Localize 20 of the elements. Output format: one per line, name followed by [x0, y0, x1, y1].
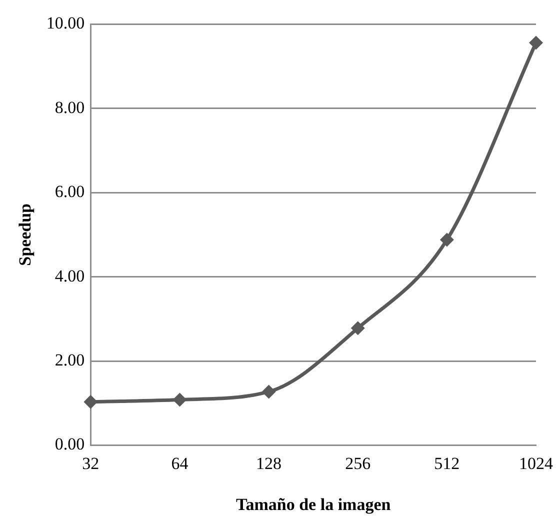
x-tick-label: 128	[256, 454, 282, 473]
point	[350, 321, 365, 336]
x-axis-title: Tamaño de la imagen	[236, 495, 392, 514]
x-tick-label: 64	[171, 454, 189, 473]
point	[172, 392, 187, 407]
y-tick-label: 2.00	[54, 350, 85, 370]
point	[529, 36, 543, 50]
y-tick-label: 0.00	[54, 434, 85, 454]
x-tick-label: 256	[345, 454, 371, 473]
y-tick-label: 6.00	[54, 182, 85, 202]
x-tick-label: 1024	[519, 454, 554, 473]
x-tick-label: 512	[434, 454, 460, 473]
x-tick-label: 32	[82, 454, 100, 473]
point	[262, 384, 276, 399]
y-axis-title: Speedup	[16, 204, 35, 266]
point	[440, 232, 454, 247]
y-tick-label: 8.00	[54, 98, 85, 117]
y-tick-label: 10.00	[46, 14, 85, 33]
y-tick-label: 4.00	[54, 266, 85, 286]
point	[84, 394, 98, 409]
